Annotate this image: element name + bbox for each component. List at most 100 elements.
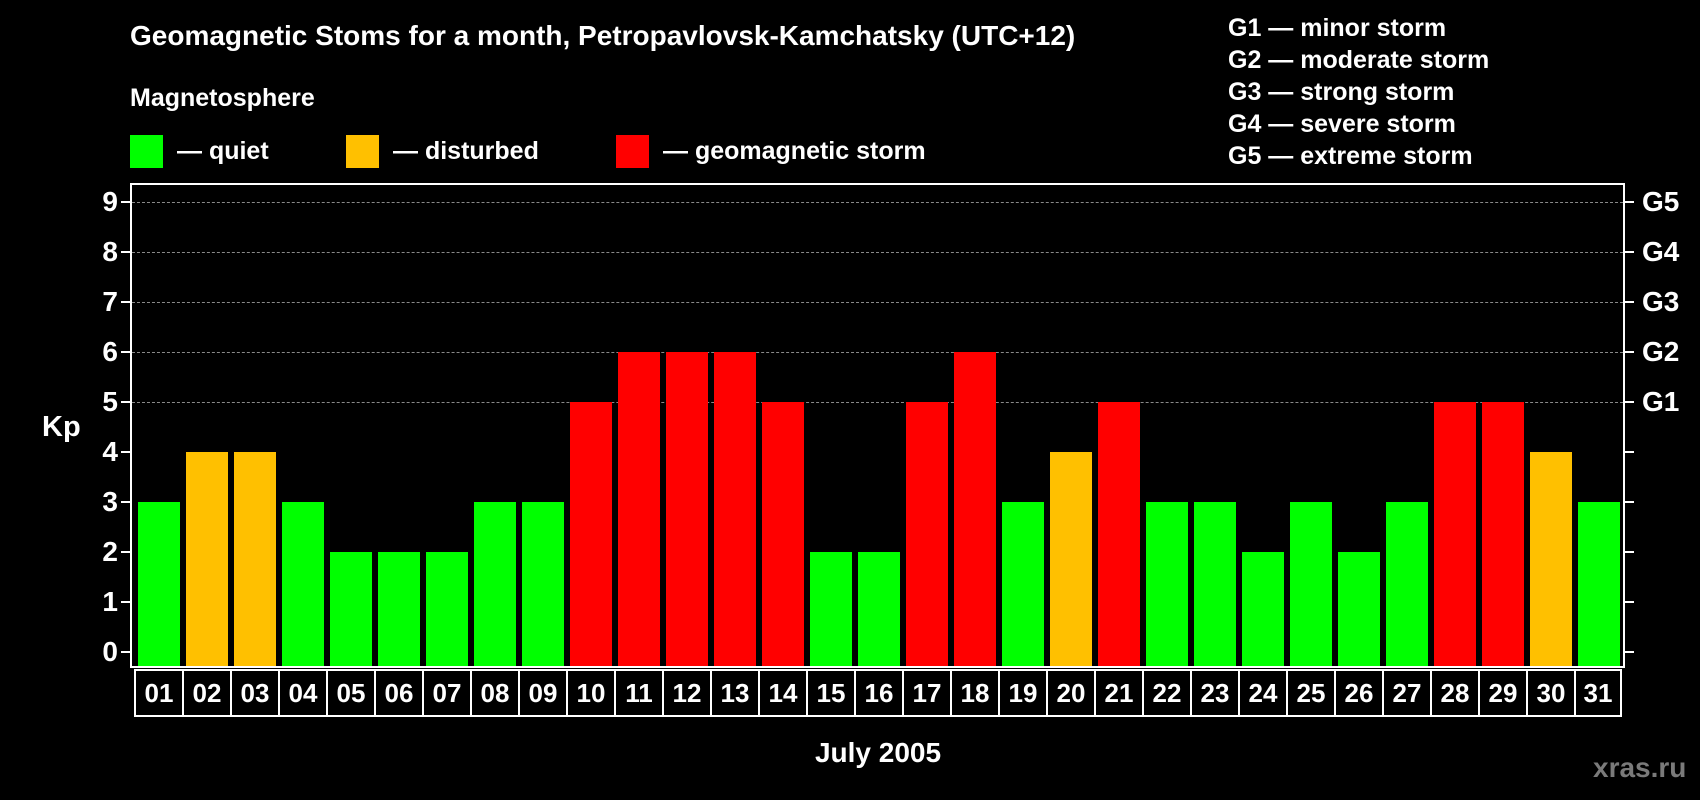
plot-frame xyxy=(130,183,1625,668)
y-tick-right xyxy=(1625,651,1634,653)
g-legend-g4: G4 — severe storm xyxy=(1228,110,1456,138)
bar-day-09 xyxy=(522,502,564,668)
g-scale-label: G1 xyxy=(1642,386,1680,417)
legend-item-disturbed: — disturbed xyxy=(346,134,539,168)
day-label: 20 xyxy=(1048,671,1096,715)
y-tick-label: 4 xyxy=(102,436,118,467)
y-tick-right xyxy=(1625,201,1634,203)
gridline xyxy=(132,202,1623,203)
bar-day-20 xyxy=(1050,452,1092,668)
y-tick-right xyxy=(1625,301,1634,303)
day-label: 26 xyxy=(1336,671,1384,715)
day-label: 27 xyxy=(1384,671,1432,715)
day-labels: 01 02 03 04 05 06 07 08 09 10 11 12 13 14 15 16 17 18 19 20… xyxy=(134,669,1622,717)
y-tick-right xyxy=(1625,251,1634,253)
bar-day-15 xyxy=(810,552,852,668)
y-tick-left xyxy=(121,501,130,503)
gridline xyxy=(132,402,1623,403)
day-label: 19 xyxy=(1000,671,1048,715)
day-label: 10 xyxy=(568,671,616,715)
chart-title: Geomagnetic Stoms for a month, Petropavl… xyxy=(130,20,1076,51)
legend-item-quiet: — quiet xyxy=(130,134,269,168)
bar-day-14 xyxy=(762,402,804,668)
g-legend-g3: G3 — strong storm xyxy=(1228,78,1455,106)
bar-day-31 xyxy=(1578,502,1620,668)
y-tick-label: 1 xyxy=(102,586,118,617)
legend-label-quiet: — quiet xyxy=(177,136,269,165)
bar-day-02 xyxy=(186,452,228,668)
day-label: 31 xyxy=(1583,677,1613,708)
y-tick-label: 9 xyxy=(102,186,118,217)
legend-label-storm: — geomagnetic storm xyxy=(663,136,926,165)
day-label: 24 xyxy=(1240,671,1288,715)
bar-day-28 xyxy=(1434,402,1476,668)
day-label: 05 xyxy=(328,671,376,715)
g-legend-g1: G1 — minor storm xyxy=(1228,14,1447,42)
bar-day-25 xyxy=(1290,502,1332,668)
day-label: 23 xyxy=(1192,671,1240,715)
bar-day-01 xyxy=(138,502,180,668)
bar-day-16 xyxy=(858,552,900,668)
bar-day-17 xyxy=(906,402,948,668)
day-label: 30 xyxy=(1528,671,1576,715)
day-label: 01 xyxy=(136,671,184,715)
bar-day-03 xyxy=(234,452,276,668)
y-tick-right xyxy=(1625,601,1634,603)
y-tick-right xyxy=(1625,551,1634,553)
bar-day-10 xyxy=(570,402,612,668)
bar-day-19 xyxy=(1002,502,1044,668)
g-legend-g2: G2 — moderate storm xyxy=(1228,46,1490,74)
bar-day-13 xyxy=(714,352,756,668)
g-scale-label: G4 xyxy=(1642,236,1680,267)
y-tick-right xyxy=(1625,451,1634,453)
y-tick-right xyxy=(1625,501,1634,503)
day-label: 07 xyxy=(424,671,472,715)
quiet-swatch-icon xyxy=(130,134,163,168)
day-label: 06 xyxy=(376,671,424,715)
day-label: 11 xyxy=(616,671,664,715)
y-tick-left xyxy=(121,201,130,203)
legend-label-disturbed: — disturbed xyxy=(393,136,539,165)
y-tick-label: 3 xyxy=(102,486,118,517)
day-label: 08 xyxy=(472,671,520,715)
bar-day-05 xyxy=(330,552,372,668)
g-scale-legend: G1 — minor storm G2 — moderate storm G3 … xyxy=(1228,12,1489,172)
g-scale-label: G3 xyxy=(1642,286,1680,317)
day-label: 29 xyxy=(1480,671,1528,715)
bar-day-08 xyxy=(474,502,516,668)
bar-day-24 xyxy=(1242,552,1284,668)
day-label: 03 xyxy=(232,671,280,715)
day-label: 21 xyxy=(1096,671,1144,715)
disturbed-swatch-icon xyxy=(346,134,379,168)
day-label: 22 xyxy=(1144,671,1192,715)
day-label: 15 xyxy=(808,671,856,715)
y-tick-right xyxy=(1625,401,1634,403)
y-tick-left xyxy=(121,301,130,303)
y-tick-right xyxy=(1625,351,1634,353)
g-legend-g5: G5 — extreme storm xyxy=(1228,142,1473,170)
bar-day-11 xyxy=(618,352,660,668)
y-tick-left xyxy=(121,251,130,253)
y-tick-label: 8 xyxy=(102,236,118,267)
day-label: 12 xyxy=(664,671,712,715)
legend-item-storm: — geomagnetic storm xyxy=(616,134,926,168)
bar-day-22 xyxy=(1146,502,1188,668)
day-label: 13 xyxy=(712,671,760,715)
y-tick-left xyxy=(121,601,130,603)
day-label: 25 xyxy=(1288,671,1336,715)
y-tick-left xyxy=(121,651,130,653)
bar-day-04 xyxy=(282,502,324,668)
bar-day-12 xyxy=(666,352,708,668)
bar-day-23 xyxy=(1194,502,1236,668)
y-tick-label: 6 xyxy=(102,336,118,367)
g-scale-label: G2 xyxy=(1642,336,1680,367)
bar-day-26 xyxy=(1338,552,1380,668)
bar-day-18 xyxy=(954,352,996,668)
day-label: 16 xyxy=(856,671,904,715)
gridline xyxy=(132,302,1623,303)
watermark: xras.ru xyxy=(1593,752,1687,783)
gridline xyxy=(132,352,1623,353)
g-scale-label: G5 xyxy=(1642,186,1680,217)
day-label: 14 xyxy=(760,671,808,715)
storm-swatch-icon xyxy=(616,134,649,168)
